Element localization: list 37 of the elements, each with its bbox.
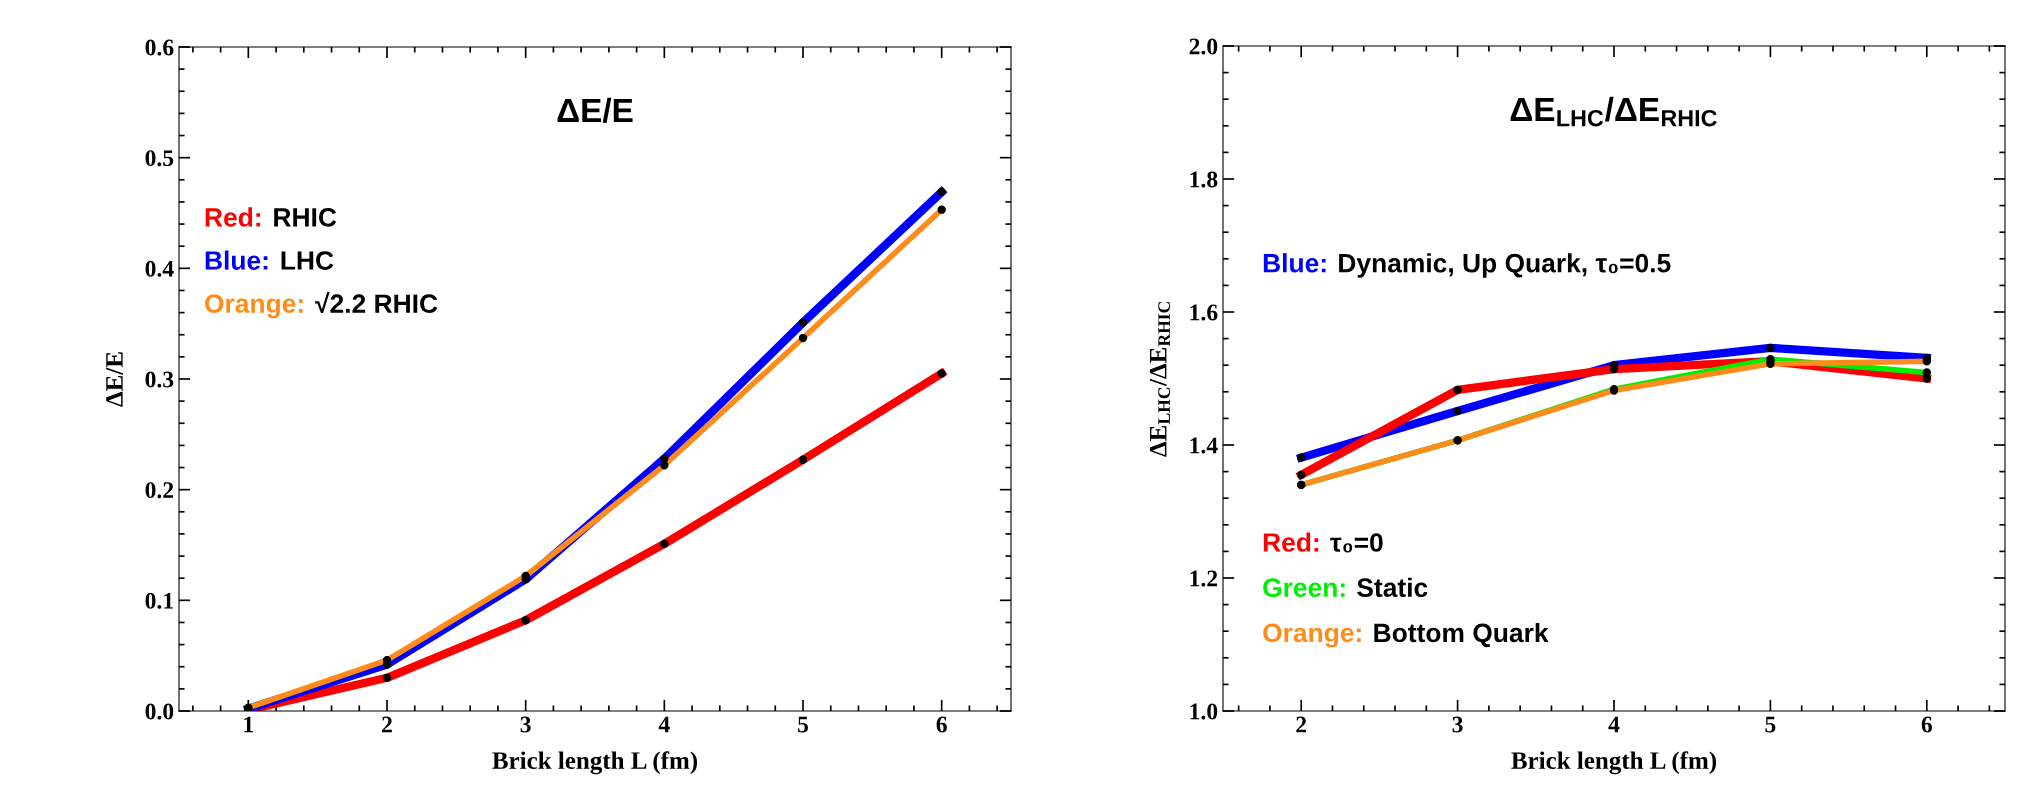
y-axis-title: ΔE/E xyxy=(106,352,123,407)
y-tick-label: 0.5 xyxy=(145,150,174,167)
y-tick-label: 0.0 xyxy=(145,703,174,720)
text: Orange: Bottom Quark xyxy=(1263,622,1549,648)
x-tick-label: 1 xyxy=(244,716,254,733)
text: Orange: √2.2 RHIC xyxy=(205,291,438,319)
x-tick-label: 6 xyxy=(1921,716,1933,733)
text: ΔE/E xyxy=(557,97,633,123)
y-tick-label: 0.3 xyxy=(145,371,174,388)
text: Red: RHIC xyxy=(205,207,337,227)
y-tick-label: 1.6 xyxy=(1190,304,1218,321)
text: Blue: LHC xyxy=(205,250,334,270)
text: Green: Static xyxy=(1263,577,1428,598)
y-tick-label: 0.6 xyxy=(145,39,174,56)
y-tick-label: 0.2 xyxy=(145,482,174,499)
x-tick-label: 4 xyxy=(658,716,670,733)
text: ΔE$_{LHC}$/ΔE$_{RHIC}$ xyxy=(1510,96,1717,127)
x-tick-label: 4 xyxy=(1608,716,1620,733)
y-tick-label: 1.4 xyxy=(1190,437,1218,454)
y-tick-label: 0.4 xyxy=(145,260,174,277)
x-axis-title: Brick length L (fm) xyxy=(1511,751,1717,775)
x-tick-label: 5 xyxy=(1765,716,1776,733)
y-tick-label: 1.2 xyxy=(1190,570,1218,587)
y-tick-label: 1.8 xyxy=(1190,171,1218,188)
x-tick-label: 2 xyxy=(382,716,392,733)
x-tick-label: 6 xyxy=(936,716,947,733)
text: Blue: Dynamic, Up Quark, τ₀=0.5 xyxy=(1263,253,1671,278)
x-axis-title: Brick length L (fm) xyxy=(492,751,698,775)
x-tick-label: 3 xyxy=(1452,716,1463,733)
x-tick-label: 2 xyxy=(1296,716,1307,733)
x-tick-label: 5 xyxy=(798,716,809,733)
y-axis-title: ΔE$_{LHC}$/ΔE$_{RHIC}$ xyxy=(1149,302,1170,457)
y-tick-label: 2.0 xyxy=(1189,38,1218,55)
y-tick-label: 1.0 xyxy=(1190,703,1218,720)
text: Red: τ₀=0 xyxy=(1263,532,1383,553)
y-tick-label: 0.1 xyxy=(145,592,173,609)
x-tick-label: 3 xyxy=(520,716,531,733)
